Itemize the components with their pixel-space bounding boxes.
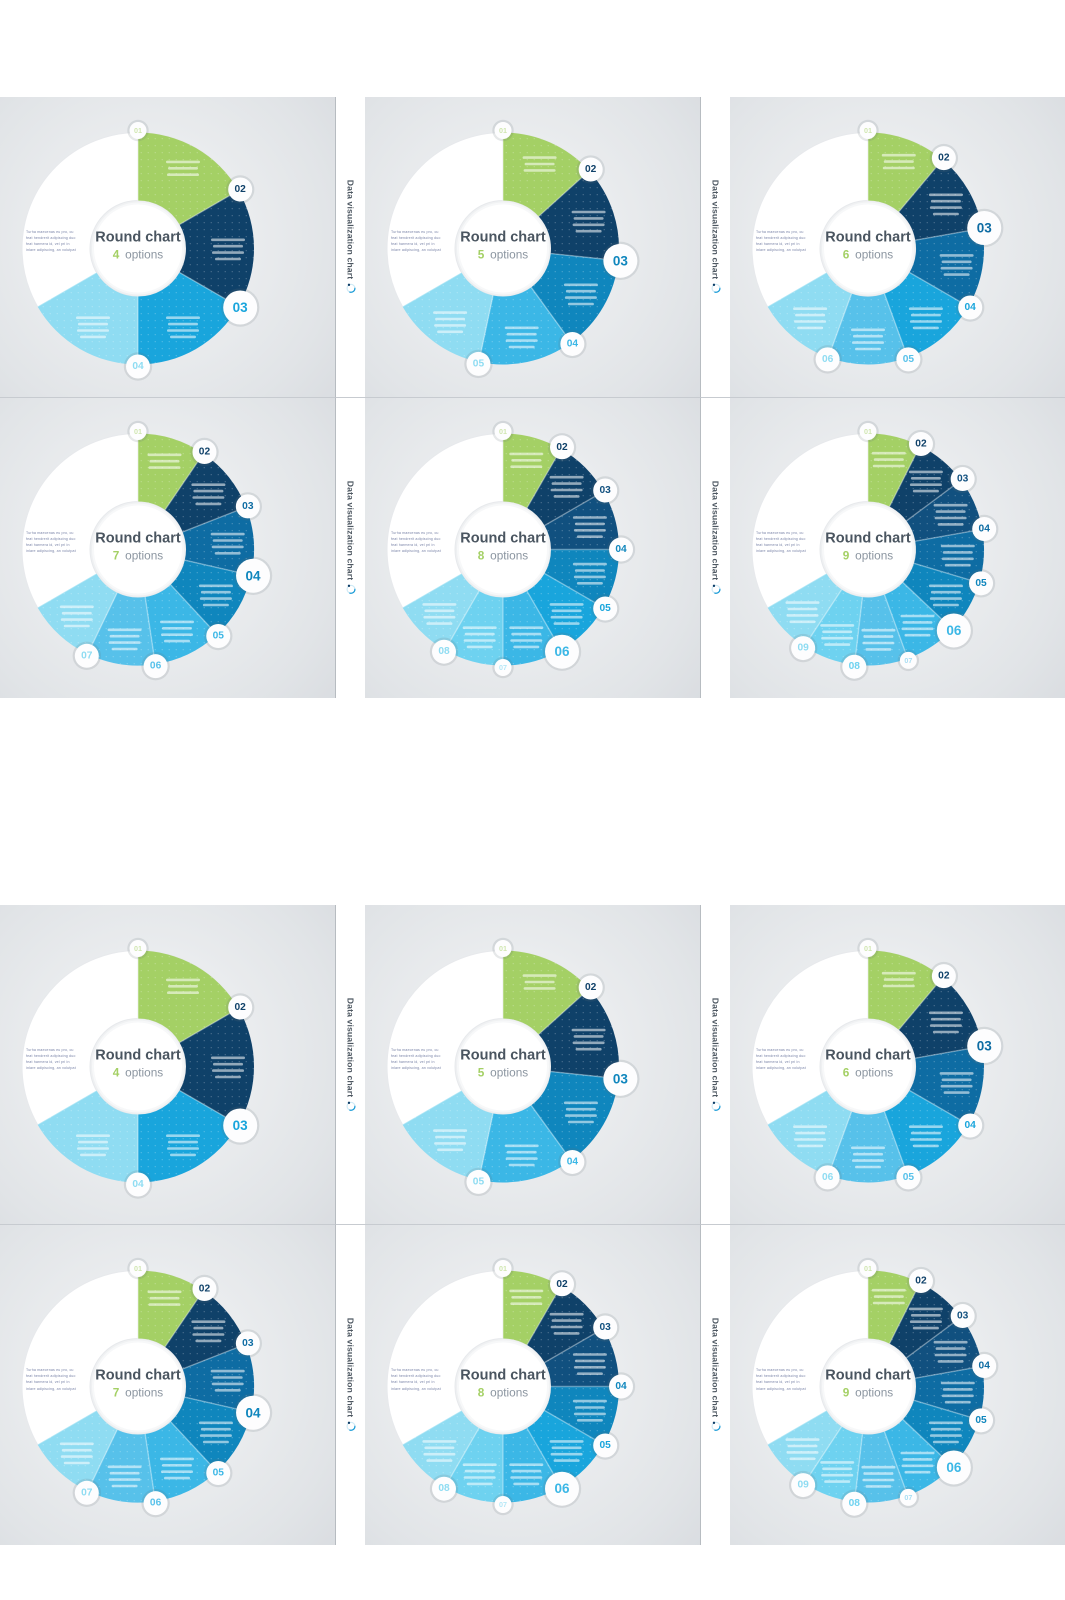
svg-text:03: 03 (242, 1338, 254, 1349)
svg-text:05: 05 (975, 578, 987, 589)
svg-text:01: 01 (134, 1264, 142, 1273)
svg-text:01: 01 (864, 427, 872, 436)
svg-text:02: 02 (235, 184, 247, 195)
svg-text:Round chart: Round chart (825, 1368, 911, 1384)
svg-text:04: 04 (132, 361, 144, 372)
svg-text:05: 05 (600, 603, 612, 614)
svg-text:07: 07 (81, 1487, 93, 1498)
svg-text:01: 01 (864, 126, 872, 135)
svg-text:01: 01 (134, 944, 142, 953)
svg-text:01: 01 (499, 1264, 507, 1273)
svg-text:06: 06 (554, 644, 570, 659)
svg-text:Round chart: Round chart (825, 229, 911, 245)
svg-text:03: 03 (957, 473, 969, 484)
svg-text:01: 01 (134, 126, 142, 135)
svg-text:09: 09 (797, 642, 809, 653)
svg-text:06: 06 (822, 354, 834, 365)
svg-text:04: 04 (965, 1120, 977, 1131)
svg-text:02: 02 (199, 446, 211, 457)
svg-text:01: 01 (499, 944, 507, 953)
svg-text:06: 06 (946, 623, 962, 638)
svg-text:06: 06 (150, 660, 162, 671)
svg-text:Round chart: Round chart (95, 229, 181, 245)
svg-text:05: 05 (213, 1468, 225, 1479)
svg-text:08: 08 (438, 646, 450, 657)
svg-text:03: 03 (600, 485, 612, 496)
svg-text:05: 05 (903, 354, 915, 365)
svg-text:08: 08 (849, 1498, 861, 1509)
svg-text:02: 02 (915, 438, 927, 449)
svg-text:03: 03 (977, 220, 993, 235)
svg-text:Round chart: Round chart (460, 1368, 546, 1384)
svg-text:04: 04 (246, 1405, 262, 1420)
svg-text:04: 04 (132, 1179, 144, 1190)
svg-text:06: 06 (150, 1498, 162, 1509)
svg-text:Round chart: Round chart (95, 530, 181, 546)
svg-text:Round chart: Round chart (825, 530, 911, 546)
svg-text:02: 02 (585, 164, 597, 175)
svg-text:04: 04 (979, 1361, 991, 1372)
svg-text:02: 02 (915, 1276, 927, 1287)
svg-text:03: 03 (957, 1311, 969, 1322)
svg-text:Round chart: Round chart (460, 1047, 546, 1063)
svg-text:07: 07 (499, 663, 507, 672)
svg-text:05: 05 (473, 1176, 485, 1187)
svg-text:01: 01 (864, 944, 872, 953)
svg-text:05: 05 (903, 1171, 915, 1182)
svg-text:08: 08 (849, 661, 861, 672)
svg-text:07: 07 (904, 656, 912, 665)
svg-text:05: 05 (473, 358, 485, 369)
svg-text:04: 04 (615, 1381, 627, 1392)
svg-text:03: 03 (242, 501, 254, 512)
svg-text:09: 09 (797, 1480, 809, 1491)
svg-text:03: 03 (233, 300, 249, 315)
svg-text:02: 02 (556, 1279, 568, 1290)
svg-text:02: 02 (938, 152, 950, 163)
svg-text:Round chart: Round chart (460, 530, 546, 546)
svg-text:05: 05 (600, 1440, 612, 1451)
svg-text:02: 02 (199, 1284, 211, 1295)
svg-text:07: 07 (499, 1500, 507, 1509)
svg-text:Round chart: Round chart (95, 1368, 181, 1384)
svg-text:08: 08 (438, 1483, 450, 1494)
svg-text:06: 06 (822, 1171, 834, 1182)
svg-text:04: 04 (567, 1156, 579, 1167)
svg-text:01: 01 (864, 1264, 872, 1273)
svg-text:Round chart: Round chart (95, 1047, 181, 1063)
svg-text:04: 04 (979, 523, 991, 534)
svg-text:02: 02 (938, 970, 950, 981)
svg-text:03: 03 (600, 1322, 612, 1333)
svg-text:04: 04 (246, 568, 262, 583)
svg-text:04: 04 (615, 544, 627, 555)
svg-text:01: 01 (499, 126, 507, 135)
svg-text:03: 03 (613, 1071, 629, 1086)
svg-text:07: 07 (904, 1493, 912, 1502)
svg-text:04: 04 (567, 338, 579, 349)
svg-text:07: 07 (81, 650, 93, 661)
svg-text:04: 04 (965, 302, 977, 313)
svg-text:02: 02 (556, 442, 568, 453)
svg-text:05: 05 (975, 1415, 987, 1426)
svg-text:05: 05 (213, 630, 225, 641)
svg-text:03: 03 (233, 1118, 249, 1133)
svg-text:06: 06 (946, 1460, 962, 1475)
svg-text:02: 02 (585, 982, 597, 993)
svg-text:Round chart: Round chart (460, 229, 546, 245)
svg-text:03: 03 (977, 1038, 993, 1053)
svg-text:Round chart: Round chart (825, 1047, 911, 1063)
svg-text:06: 06 (554, 1481, 570, 1496)
svg-text:02: 02 (235, 1002, 247, 1013)
svg-text:03: 03 (613, 253, 629, 268)
svg-text:01: 01 (499, 427, 507, 436)
svg-text:01: 01 (134, 427, 142, 436)
